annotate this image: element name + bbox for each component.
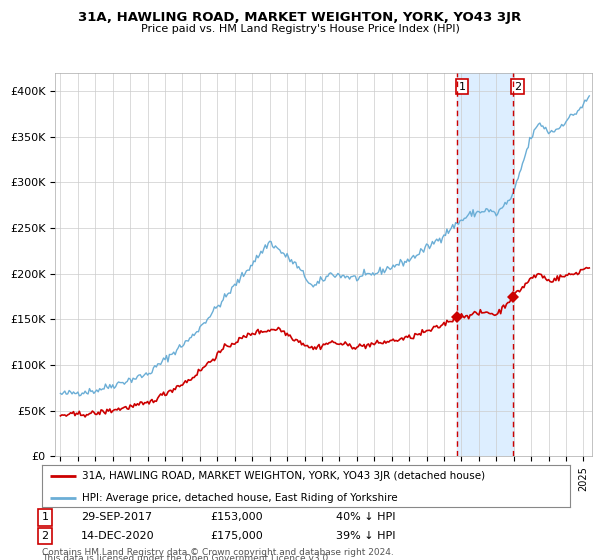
Text: 1: 1	[41, 512, 49, 522]
Text: 14-DEC-2020: 14-DEC-2020	[81, 531, 155, 541]
Text: 29-SEP-2017: 29-SEP-2017	[81, 512, 152, 522]
Text: 40% ↓ HPI: 40% ↓ HPI	[336, 512, 395, 522]
Text: 39% ↓ HPI: 39% ↓ HPI	[336, 531, 395, 541]
Text: Contains HM Land Registry data © Crown copyright and database right 2024.: Contains HM Land Registry data © Crown c…	[42, 548, 394, 557]
Text: 1: 1	[458, 82, 466, 91]
Text: £153,000: £153,000	[210, 512, 263, 522]
Text: 31A, HAWLING ROAD, MARKET WEIGHTON, YORK, YO43 3JR: 31A, HAWLING ROAD, MARKET WEIGHTON, YORK…	[79, 11, 521, 24]
Text: This data is licensed under the Open Government Licence v3.0.: This data is licensed under the Open Gov…	[42, 554, 331, 560]
Text: 31A, HAWLING ROAD, MARKET WEIGHTON, YORK, YO43 3JR (detached house): 31A, HAWLING ROAD, MARKET WEIGHTON, YORK…	[82, 471, 485, 481]
Text: 2: 2	[41, 531, 49, 541]
Text: £175,000: £175,000	[210, 531, 263, 541]
Text: HPI: Average price, detached house, East Riding of Yorkshire: HPI: Average price, detached house, East…	[82, 493, 397, 502]
Text: Price paid vs. HM Land Registry's House Price Index (HPI): Price paid vs. HM Land Registry's House …	[140, 24, 460, 34]
Text: 2: 2	[514, 82, 521, 91]
Bar	[457, 73, 513, 456]
